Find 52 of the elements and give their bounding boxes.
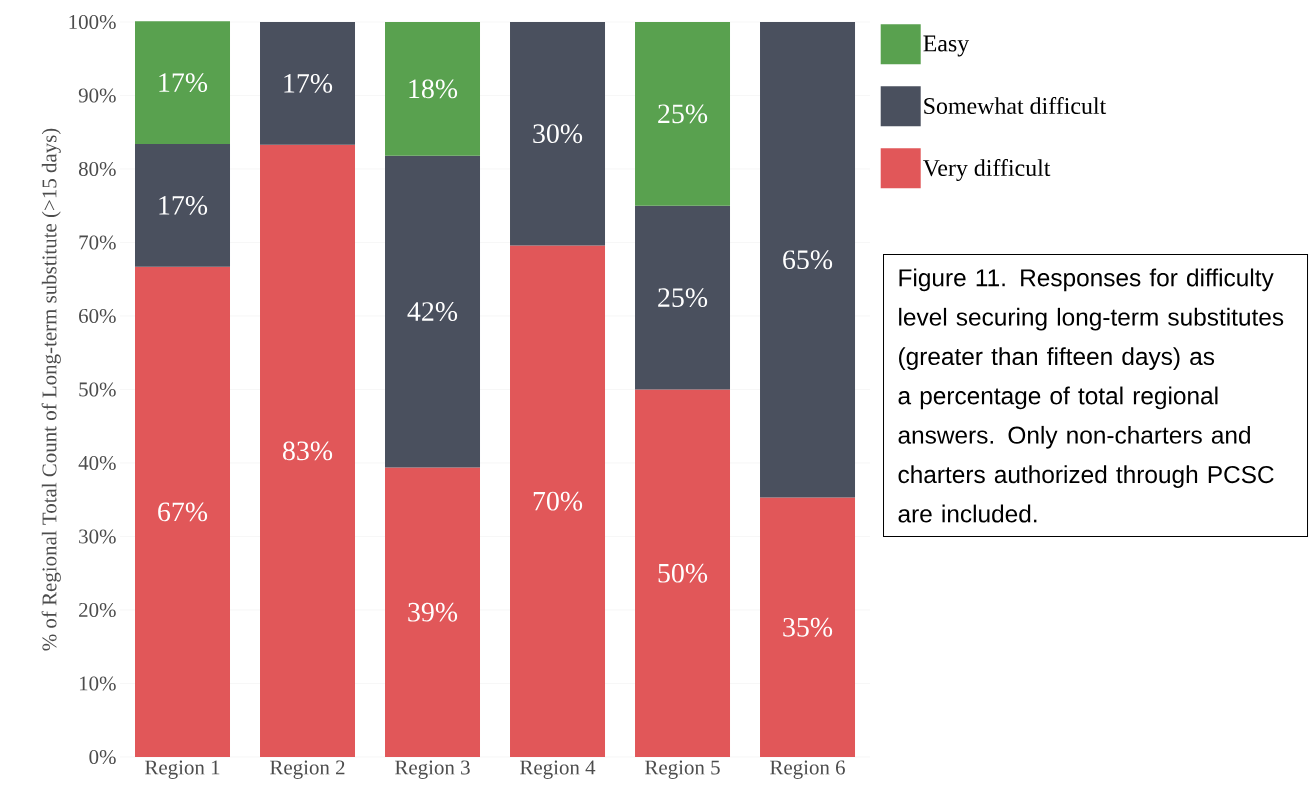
- data-label: 65%: [783, 250, 833, 270]
- data-label: 50%: [658, 563, 708, 583]
- y-axis-title: % of Regional Total Count of Long-term substitute (>15 days): [41, 128, 61, 651]
- data-label: 39%: [408, 602, 458, 622]
- y-tick-label: 80%: [78, 161, 116, 177]
- y-tick-label: 20%: [79, 602, 116, 618]
- x-tick-label: Region 1: [145, 760, 220, 779]
- bar: [260, 21, 356, 145]
- bar: [510, 245, 606, 757]
- legend-label: Very difficult: [922, 159, 1051, 182]
- y-tick-label: 100%: [69, 14, 116, 30]
- data-label: 25%: [658, 104, 708, 124]
- bar: [510, 21, 606, 246]
- data-label: 67%: [158, 502, 208, 522]
- bar: [760, 497, 856, 757]
- bar: [260, 144, 356, 757]
- data-label: 42%: [407, 302, 458, 322]
- data-label: 25%: [658, 288, 708, 308]
- x-tick-label: Region 2: [270, 760, 345, 779]
- data-label: 18%: [409, 79, 458, 99]
- y-tick-label: 30%: [79, 529, 116, 544]
- x-tick-label: Region 5: [645, 760, 720, 779]
- bar: [385, 155, 481, 468]
- x-tick-label: Region 3: [395, 760, 470, 779]
- bar: [635, 205, 731, 390]
- y-tick-label: 60%: [79, 308, 116, 324]
- data-label: 83%: [283, 441, 333, 461]
- x-tick-label: Region 4: [520, 760, 596, 779]
- caption: Figure 11. Responses for difficulty level securing long-term substitutes (greater than fifteen days) as a percentage of total regional answers. Only non-charters and charters authorized through PCSC are included.: [898, 268, 1284, 523]
- legend-label: Somewhat difficult: [924, 97, 1107, 115]
- bar: [385, 467, 481, 757]
- y-tick-label: 0%: [89, 749, 116, 765]
- y-tick-label: 50%: [79, 382, 116, 397]
- data-label: 17%: [284, 73, 333, 93]
- data-label: 17%: [159, 195, 208, 215]
- data-label: 17%: [159, 73, 208, 93]
- bar: [635, 21, 731, 206]
- y-tick-label: 90%: [78, 88, 116, 103]
- data-label: 70%: [533, 491, 583, 511]
- bar: [635, 389, 731, 757]
- x-tick-label: Region 6: [770, 760, 845, 779]
- bar: [135, 266, 231, 757]
- bar: [385, 21, 481, 156]
- y-tick-label: 10%: [79, 676, 116, 691]
- data-label: 35%: [783, 617, 833, 637]
- legend-label: Easy: [923, 35, 970, 57]
- bar: [135, 143, 231, 267]
- bar: [135, 21, 231, 144]
- data-label: 30%: [533, 124, 583, 144]
- y-tick-label: 40%: [78, 455, 116, 471]
- y-tick-label: 70%: [79, 235, 116, 250]
- bar: [760, 21, 856, 498]
